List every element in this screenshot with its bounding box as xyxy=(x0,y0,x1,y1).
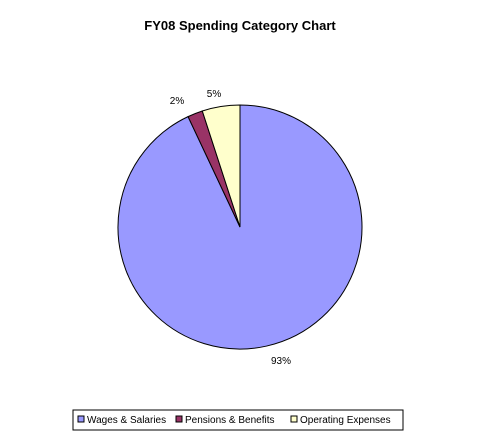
legend-swatch xyxy=(290,415,298,423)
chart-title: FY08 Spending Category Chart xyxy=(144,18,336,33)
legend-label: Operating Expenses xyxy=(300,415,391,426)
legend-swatch xyxy=(77,415,85,423)
slice-label: 93% xyxy=(271,356,291,367)
legend-label: Pensions & Benefits xyxy=(185,415,275,426)
pie-slice-operating-expenses xyxy=(201,104,241,228)
pie-slices xyxy=(117,104,363,350)
slice-labels: 93% 2% 5% xyxy=(170,89,291,367)
slice-label: 5% xyxy=(207,89,222,100)
slice-label: 2% xyxy=(170,96,185,107)
legend-box xyxy=(72,409,404,431)
legend-label: Wages & Salaries xyxy=(87,415,166,426)
legend: Wages & Salaries Pensions & Benefits Opera… xyxy=(72,409,404,431)
legend-swatch xyxy=(175,415,183,423)
